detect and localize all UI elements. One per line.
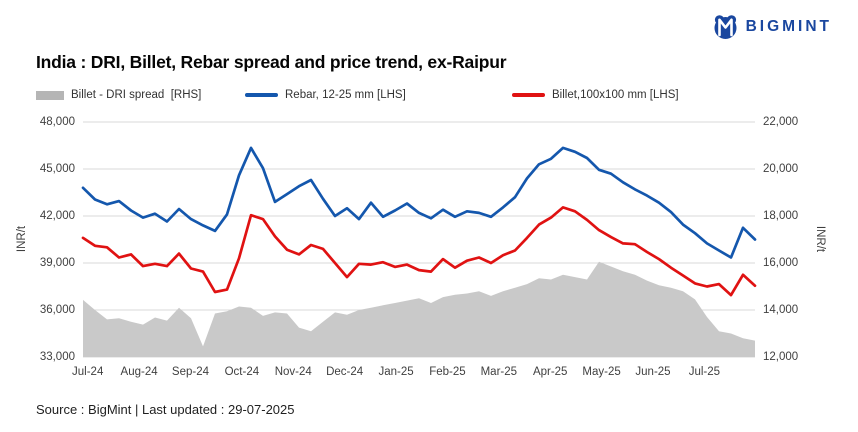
axis-tick: 39,000 (39, 257, 75, 269)
x-tick: Nov-24 (274, 366, 312, 378)
right-axis-ticks: 22,000 20,000 18,000 16,000 14,000 12,00… (763, 115, 810, 364)
legend-item-rebar: Rebar, 12-25 mm [LHS] (245, 88, 406, 102)
x-tick: Jul-24 (72, 366, 104, 378)
axis-tick: 42,000 (39, 210, 75, 222)
legend-item-billet: Billet,100x100 mm [LHS] (512, 88, 679, 102)
left-axis-title: INR/t (16, 225, 28, 253)
series-line-rebar-12-25-mm (81, 146, 757, 259)
series-area-billet-dri-spread (83, 261, 755, 357)
legend-item-spread: Billet - DRI spread [RHS] (36, 88, 201, 102)
axis-tick: 36,000 (39, 304, 75, 316)
x-tick: Jun-25 (635, 366, 671, 378)
source-note: Source : BigMint | Last updated : 29-07-… (36, 402, 295, 417)
x-axis-labels: Jul-24 Aug-24 Sep-24 Oct-24 Nov-24 Dec-2… (62, 366, 730, 378)
bigmint-logo: BIGMINT (712, 13, 832, 40)
axis-tick: 14,000 (763, 304, 799, 316)
plot-area (81, 121, 757, 358)
legend-label: Rebar, 12-25 mm [LHS] (285, 89, 406, 101)
axis-tick: 22,000 (763, 116, 799, 128)
bigmint-logo-icon (714, 15, 737, 39)
bigmint-logo-text: BIGMINT (745, 17, 832, 35)
x-tick: Dec-24 (326, 366, 364, 378)
x-tick: May-25 (582, 366, 621, 378)
left-axis-ticks: 48,000 45,000 42,000 39,000 36,000 33,00… (28, 115, 75, 364)
legend-label: Billet,100x100 mm [LHS] (552, 89, 679, 101)
page-title: India : DRI, Billet, Rebar spread and pr… (36, 52, 507, 72)
x-tick: Jan-25 (378, 366, 414, 378)
x-tick: Feb-25 (429, 366, 466, 378)
legend-swatch-area (36, 90, 64, 100)
axis-tick: 45,000 (39, 163, 75, 175)
axis-tick: 48,000 (39, 116, 75, 128)
series-line-billet-100x100-mm (81, 206, 757, 297)
right-axis-title: INR/t (814, 225, 826, 253)
x-tick: Oct-24 (224, 366, 260, 378)
axis-tick: 20,000 (763, 163, 799, 175)
axis-tick: 12,000 (763, 351, 799, 363)
x-tick: Aug-24 (120, 366, 158, 378)
legend-label: Billet - DRI spread [RHS] (71, 89, 202, 101)
axis-tick: 18,000 (763, 210, 799, 222)
axis-tick: 33,000 (39, 351, 75, 363)
plot-svg (81, 121, 757, 358)
axis-tick: 16,000 (763, 257, 799, 269)
x-tick: Apr-25 (532, 366, 568, 378)
x-tick: Sep-24 (171, 366, 210, 378)
legend-swatch-rebar-line (245, 93, 278, 97)
x-tick: Jul-25 (688, 366, 721, 378)
x-tick: Mar-25 (480, 366, 518, 378)
legend-swatch-billet-line (512, 93, 545, 97)
